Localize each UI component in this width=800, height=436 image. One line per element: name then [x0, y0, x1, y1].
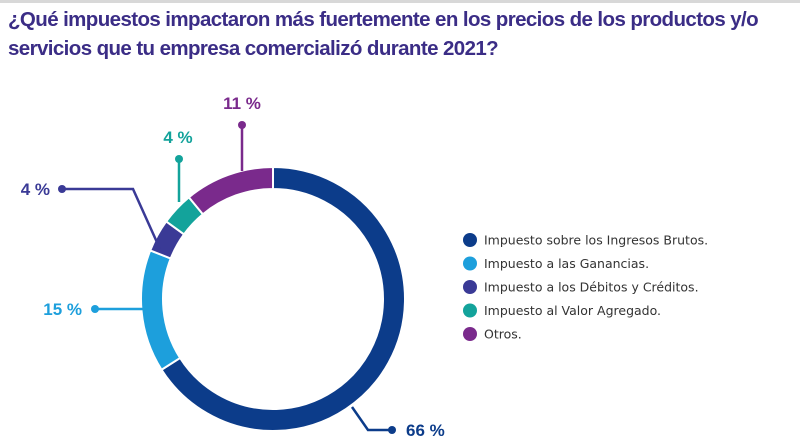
legend-label-0: Impuesto sobre los Ingresos Brutos.	[484, 233, 708, 248]
data-label-3: 4 %	[163, 128, 192, 147]
legend-label-1: Impuesto a las Ganancias.	[484, 256, 649, 271]
chart-title: ¿Qué impuestos impactaron más fuertement…	[8, 8, 759, 60]
leader-dot-4	[238, 121, 246, 129]
legend-marker-3	[463, 303, 477, 318]
legend-label-4: Otros.	[484, 327, 522, 342]
legend-marker-2	[463, 280, 477, 294]
leader-line-0	[350, 406, 392, 432]
donut-slice-4	[187, 165, 274, 216]
donut-slice-1	[140, 249, 182, 372]
data-label-2: 4 %	[21, 180, 50, 199]
legend-marker-0	[463, 233, 477, 247]
legend-label-2: Impuesto a los Débitos y Créditos.	[484, 280, 699, 295]
leader-line-2	[62, 187, 162, 250]
legend-label-3: Impuesto al Valor Agregado.	[484, 303, 661, 318]
donut-slice-0	[160, 165, 406, 432]
data-label-1: 15 %	[43, 300, 82, 319]
leader-dot-3	[175, 155, 183, 163]
legend-marker-1	[463, 256, 477, 271]
data-label-0: 66 %	[406, 421, 445, 436]
leader-dot-1	[91, 305, 99, 313]
leader-dot-2	[58, 185, 66, 193]
donut-chart: 66 % 15 % 4 % 4 % 11 % Impuesto sobre los Ing…	[21, 94, 708, 436]
leader-dot-0	[388, 426, 396, 434]
data-label-4: 11 %	[223, 94, 261, 113]
legend-marker-4	[463, 327, 477, 341]
